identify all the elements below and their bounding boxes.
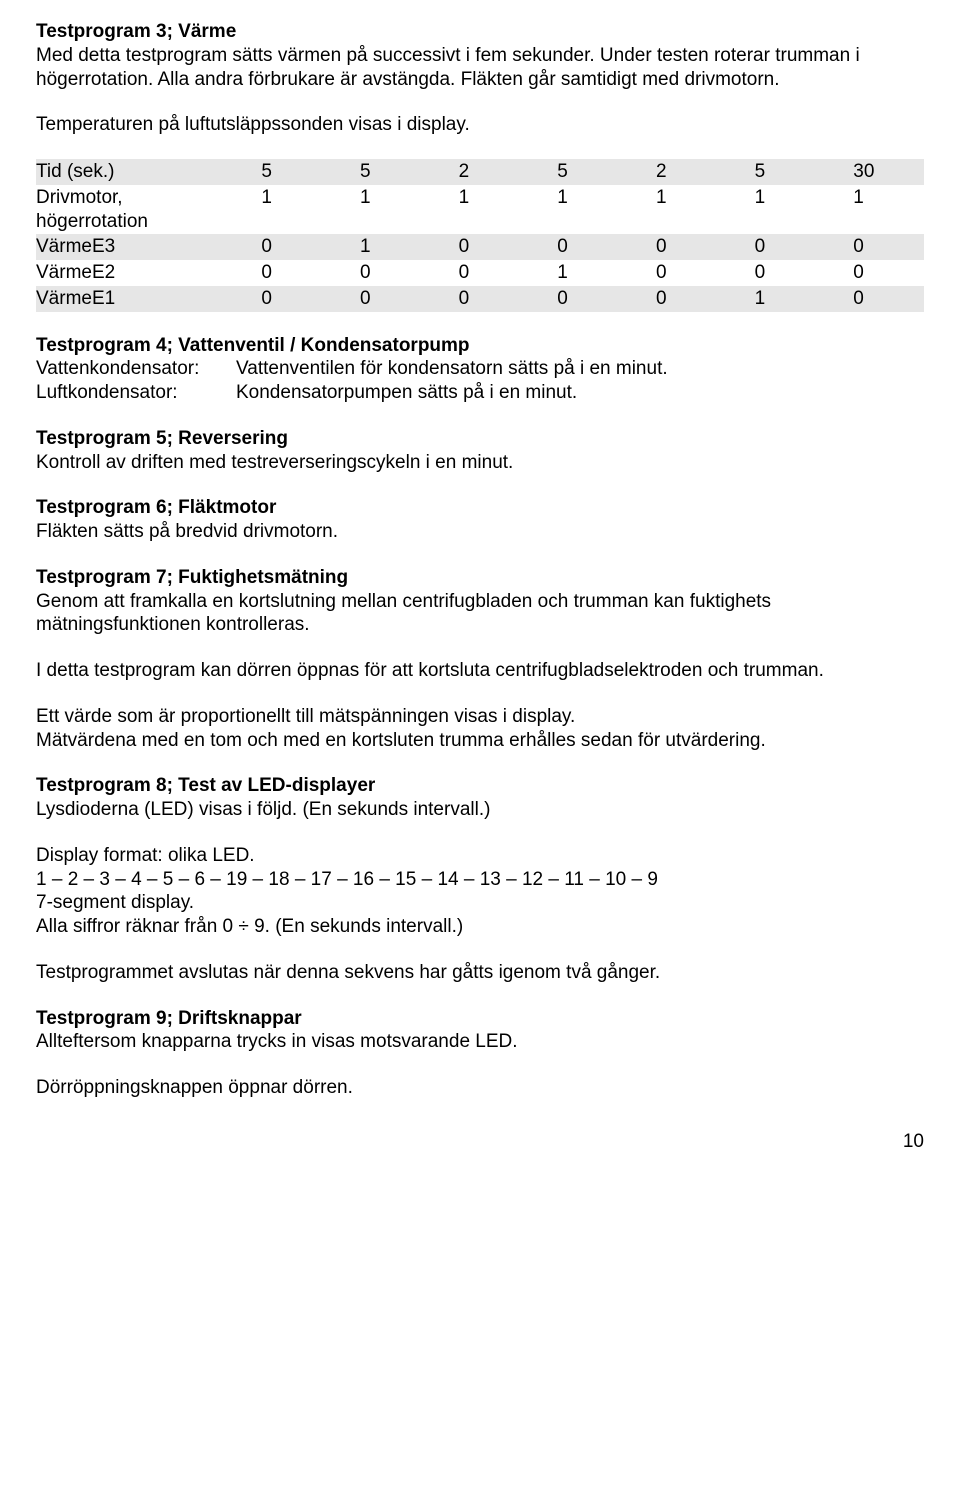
def-desc: Kondensatorpumpen sätts på i en minut. [236,381,668,405]
cell: 5 [233,159,332,185]
tp8-p2: Display format: olika LED. [36,844,924,868]
cell: 0 [233,234,332,260]
table-row: Tid (sek.) 5 5 2 5 2 5 30 [36,159,924,185]
cell: 2 [431,159,530,185]
row-label: Tid (sek.) [36,159,233,185]
row-label: VärmeE2 [36,260,233,286]
tp5-title: Testprogram 5; Reversering [36,427,924,451]
cell: 0 [431,286,530,312]
cell: 1 [332,234,431,260]
cell: 1 [431,185,530,235]
tp3-title: Testprogram 3; Värme [36,20,924,44]
table-row: VärmeE2 0 0 0 1 0 0 0 [36,260,924,286]
row-label: VärmeE3 [36,234,233,260]
tp7-p3: Ett värde som är proportionellt till mät… [36,705,924,729]
cell: 30 [825,159,924,185]
tp6-title: Testprogram 6; Fläktmotor [36,496,924,520]
def-row: Luftkondensator: Kondensatorpumpen sätts… [36,381,668,405]
tp3-section: Testprogram 3; Värme Med detta testprogr… [36,20,924,137]
tp5-body: Kontroll av driften med testreverserings… [36,451,924,475]
cell: 0 [825,234,924,260]
tp7-section: Testprogram 7; Fuktighetsmätning Genom a… [36,566,924,753]
tp9-p1: Allteftersom knapparna trycks in visas m… [36,1030,924,1054]
cell: 5 [727,159,826,185]
cell: 0 [233,260,332,286]
tp9-p2: Dörröppningsknappen öppnar dörren. [36,1076,924,1100]
row-label: Drivmotor, högerrotation [36,185,233,235]
tp3-table: Tid (sek.) 5 5 2 5 2 5 30 Drivmotor, hög… [36,159,924,312]
cell: 5 [332,159,431,185]
cell: 1 [332,185,431,235]
tp3-p2: Temperaturen på luftutsläppssonden visas… [36,113,924,137]
cell: 0 [628,286,727,312]
cell: 1 [825,185,924,235]
def-desc: Vattenventilen för kondensatorn sätts på… [236,357,668,381]
cell: 1 [727,185,826,235]
def-row: Vattenkondensator: Vattenventilen för ko… [36,357,668,381]
page-number: 10 [36,1130,924,1154]
cell: 5 [529,159,628,185]
tp9-section: Testprogram 9; Driftsknappar Alltefterso… [36,1007,924,1100]
tp9-title: Testprogram 9; Driftsknappar [36,1007,924,1031]
cell: 0 [431,260,530,286]
cell: 0 [727,234,826,260]
tp8-p3: 1 – 2 – 3 – 4 – 5 – 6 – 19 – 18 – 17 – 1… [36,868,924,892]
tp7-p1: Genom att framkalla en kortslutning mell… [36,590,924,638]
tp7-p2: I detta testprogram kan dörren öppnas fö… [36,659,924,683]
tp4-deflist: Vattenkondensator: Vattenventilen för ko… [36,357,668,405]
cell: 1 [529,260,628,286]
tp5-section: Testprogram 5; Reversering Kontroll av d… [36,427,924,475]
cell: 0 [233,286,332,312]
tp8-p1: Lysdioderna (LED) visas i följd. (En sek… [36,798,924,822]
tp3-p1: Med detta testprogram sätts värmen på su… [36,44,924,92]
cell: 1 [233,185,332,235]
row-label: VärmeE1 [36,286,233,312]
tp7-p4: Mätvärdena med en tom och med en kortslu… [36,729,924,753]
tp8-p6: Testprogrammet avslutas när denna sekven… [36,961,924,985]
cell: 1 [727,286,826,312]
tp7-title: Testprogram 7; Fuktighetsmätning [36,566,924,590]
tp8-p4: 7-segment display. [36,891,924,915]
tp8-p5: Alla siffror räknar från 0 ÷ 9. (En seku… [36,915,924,939]
cell: 0 [431,234,530,260]
cell: 1 [628,185,727,235]
cell: 2 [628,159,727,185]
def-term: Vattenkondensator: [36,357,236,381]
cell: 0 [332,286,431,312]
cell: 0 [628,234,727,260]
table-row: VärmeE1 0 0 0 0 0 1 0 [36,286,924,312]
cell: 0 [332,260,431,286]
table-row: Drivmotor, högerrotation 1 1 1 1 1 1 1 [36,185,924,235]
cell: 0 [628,260,727,286]
cell: 0 [727,260,826,286]
cell: 0 [529,234,628,260]
cell: 0 [825,260,924,286]
cell: 1 [529,185,628,235]
tp6-section: Testprogram 6; Fläktmotor Fläkten sätts … [36,496,924,544]
tp4-title: Testprogram 4; Vattenventil / Kondensato… [36,334,924,358]
cell: 0 [529,286,628,312]
tp8-title: Testprogram 8; Test av LED-displayer [36,774,924,798]
tp6-body: Fläkten sätts på bredvid drivmotorn. [36,520,924,544]
tp8-section: Testprogram 8; Test av LED-displayer Lys… [36,774,924,984]
table-row: VärmeE3 0 1 0 0 0 0 0 [36,234,924,260]
cell: 0 [825,286,924,312]
def-term: Luftkondensator: [36,381,236,405]
